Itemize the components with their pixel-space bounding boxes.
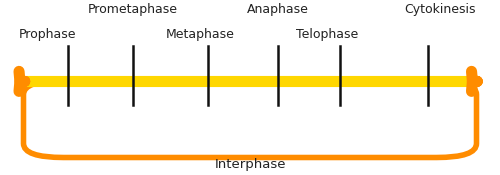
Text: Metaphase: Metaphase: [166, 28, 234, 41]
Text: Anaphase: Anaphase: [246, 3, 308, 16]
Text: Telophase: Telophase: [296, 28, 358, 41]
Text: Interphase: Interphase: [214, 158, 286, 171]
Text: Cytokinesis: Cytokinesis: [404, 3, 476, 16]
Text: Prophase: Prophase: [19, 28, 76, 41]
Text: Prometaphase: Prometaphase: [88, 3, 178, 16]
